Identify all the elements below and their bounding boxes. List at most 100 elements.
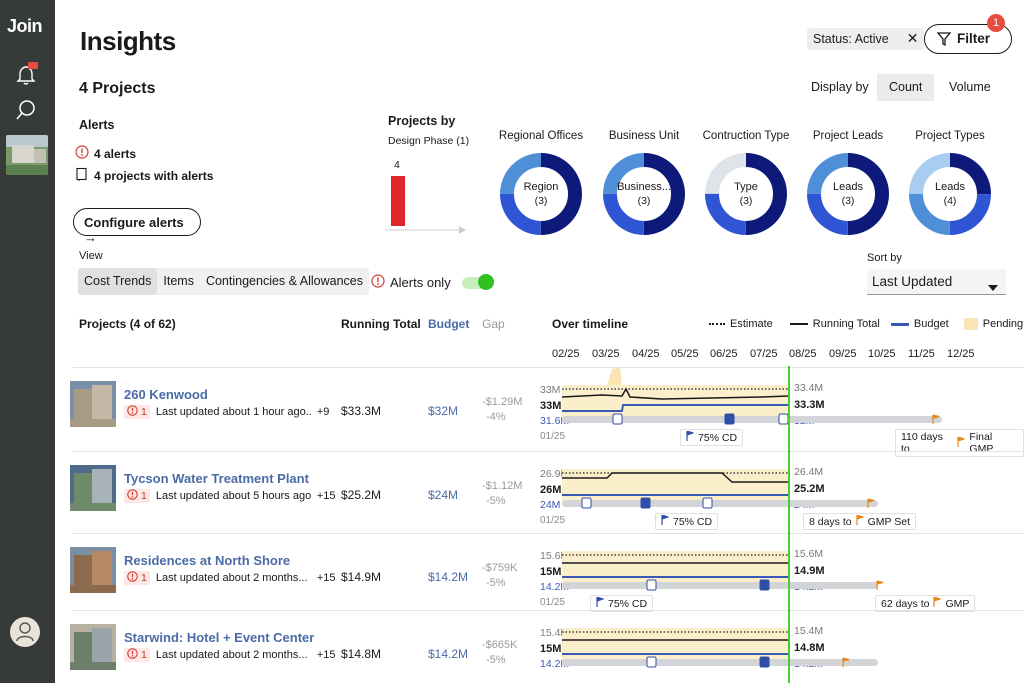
milestone-flag-icon [759,656,770,668]
document-icon [75,167,89,184]
milestone-track [562,659,878,666]
alerts-only-toggle[interactable] [461,273,494,290]
donut-center-label: Type [734,181,758,193]
alert-badge[interactable]: 1 [124,571,150,585]
extra-count[interactable]: +15 [316,490,336,502]
pending-band [562,385,788,419]
sort-value: Last Updated [872,274,953,289]
project-thumbnail[interactable] [6,135,48,175]
project-meta: 1 Last updated about 5 hours ago... +15 [124,489,336,503]
extra-count[interactable]: +9 [316,406,330,418]
view-tabs: Cost Trends Items Contingencies & Allowa… [78,268,369,295]
timeline-running-end: 14.9M [794,565,825,577]
days-to-milestone: 110 days to [901,431,943,455]
running-total-line [562,387,789,400]
user-avatar[interactable] [10,617,40,647]
sort-by-label: Sort by [867,252,902,264]
donut-chart[interactable] [908,152,992,236]
search-icon[interactable] [14,97,40,123]
timeline-running-start: 33M [540,400,562,412]
extra-count[interactable]: +15 [316,649,336,661]
gmp-flag-icon [957,435,967,450]
display-count-button[interactable]: Count [877,74,935,101]
pending-band [562,628,788,662]
sort-select[interactable]: Last Updated [867,269,1006,295]
filter-label: Filter [957,31,991,46]
donut-title: Project Types [915,130,985,142]
row-divider [73,533,1024,534]
gmp-flag-icon [932,414,940,424]
donut-segment [500,153,582,235]
project-image[interactable] [70,465,116,511]
app-logo[interactable]: Join [7,16,43,36]
timeline-budget-start: 14.2M [540,658,570,670]
project-name-link[interactable]: Tycson Water Treatment Plant [124,471,309,486]
project-image[interactable] [70,547,116,593]
phase-bar-value: 4 [394,159,400,171]
alert-badge[interactable]: 1 [124,489,150,503]
donut-chart[interactable] [806,152,890,236]
next-milestone-pill[interactable]: 62 days to GMP [875,595,976,612]
cd-milestone-pill[interactable]: 75% CD [590,595,654,612]
donut-segment [807,153,889,235]
alert-icon [127,571,138,585]
milestone-flag-icon [724,413,735,425]
filter-button[interactable]: Filter [924,24,1012,54]
project-name-link[interactable]: 260 Kenwood [124,387,208,402]
donut-chart[interactable] [704,152,788,236]
running-total-column-header[interactable]: Running Total [341,317,421,331]
alert-icon [371,274,385,291]
extra-count[interactable]: +15 [316,572,336,584]
milestone-track [562,416,942,423]
donut-segment [909,153,991,235]
project-image[interactable] [70,624,116,670]
alert-badge[interactable]: 1 [124,648,150,662]
milestone-flag-icon [640,497,651,509]
display-volume-button[interactable]: Volume [949,80,991,94]
timeline-start-date: 01/25 [540,597,566,608]
next-milestone-pill[interactable]: 8 days to GMP Set [803,513,917,530]
budget-column-header[interactable]: Budget [428,317,470,331]
alert-icon [127,648,138,662]
cd-milestone-pill[interactable]: 75% CD [680,429,744,446]
close-icon[interactable]: ✕ [906,30,919,46]
cost-timeline-chart[interactable] [562,367,962,433]
tab-cost-trends[interactable]: Cost Trends [78,268,158,295]
timeline-estimate-start: 33M [540,384,561,396]
milestone-flag-icon [646,579,657,591]
gap-column-header[interactable]: Gap [482,317,505,331]
donut-chart[interactable] [499,152,583,236]
cd-milestone-pill[interactable]: 75% CD [655,513,719,530]
pending-band [562,469,788,503]
running-total-line [562,472,788,483]
cost-timeline-chart[interactable] [562,610,962,676]
running-total-legend-label: Running Total [812,318,880,330]
tab-items[interactable]: Items [163,274,194,288]
cost-timeline-chart[interactable] [562,533,962,599]
cd-label: 75% CD [608,597,648,610]
tab-contingencies[interactable]: Contingencies & Allowances [205,274,363,288]
project-name-link[interactable]: Residences at North Shore [124,553,291,568]
days-to-milestone: 62 days to [881,597,930,610]
projects-by-title: Projects by [388,114,456,128]
gap-percent: -5% [486,577,506,589]
configure-alerts-button[interactable]: Configure alerts → [73,208,201,245]
alert-badge[interactable]: 1 [124,405,150,419]
gap-percent: -4% [486,411,506,423]
projects-with-alerts: 4 projects with alerts [94,168,214,183]
legend: Estimate Running Total Budget Pending [709,318,1023,330]
timeline-running-end: 33.3M [794,399,825,411]
project-image[interactable] [70,381,116,427]
timeline-budget-start: 14.2M [540,581,570,593]
gap-amount: -$1.29M [482,396,523,408]
gap-amount: -$759K [482,562,518,574]
timeline-running-start: 15M [540,566,562,578]
donut-chart[interactable] [602,152,686,236]
bell-icon[interactable] [14,62,40,88]
view-label: View [79,250,103,262]
project-name-link[interactable]: Starwind: Hotel + Event Center [124,630,315,645]
cost-timeline-chart[interactable] [562,451,962,517]
timeline-estimate-start: 26.9M [540,468,570,480]
last-updated: Last updated about 2 months... [155,649,308,661]
phase-bar[interactable] [391,176,405,226]
